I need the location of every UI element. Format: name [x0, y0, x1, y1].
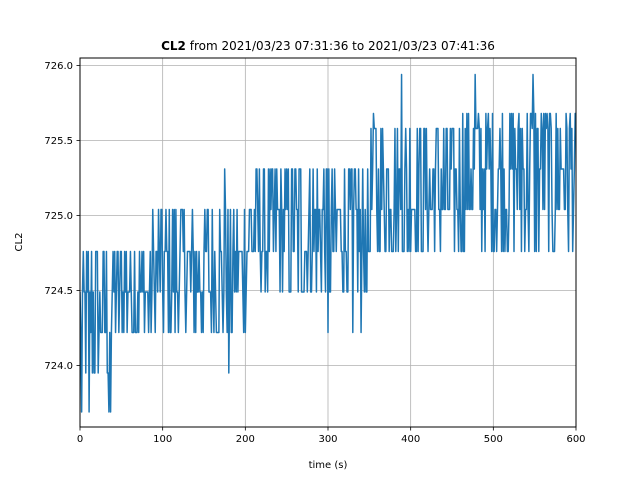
x-tick-label: 100 [153, 434, 172, 445]
y-axis-label: CL2 [14, 233, 25, 252]
x-tick-label: 400 [401, 434, 420, 445]
y-tick-label: 725.0 [44, 211, 73, 222]
x-tick-label: 200 [236, 434, 255, 445]
y-tick-label: 724.0 [44, 361, 73, 372]
x-axis-label: time (s) [309, 460, 348, 471]
series-line [80, 73, 576, 413]
y-tick-label: 725.5 [44, 136, 73, 147]
y-tick-label: 724.5 [44, 286, 73, 297]
x-axis-ticks: 0 100 200 300 400 500 600 [77, 427, 586, 445]
x-tick-label: 0 [77, 434, 83, 445]
y-tick-label: 726.0 [44, 61, 73, 72]
data-series [80, 73, 576, 413]
chart-title-bold: CL2 [161, 39, 186, 53]
x-tick-label: 500 [484, 434, 503, 445]
chart-title-rest: from 2021/03/23 07:31:36 to 2021/03/23 0… [186, 39, 495, 53]
x-tick-label: 300 [318, 434, 337, 445]
y-axis-ticks: 724.0 724.5 725.0 725.5 726.0 [44, 61, 80, 372]
chart-title: CL2 from 2021/03/23 07:31:36 to 2021/03/… [161, 39, 495, 53]
x-tick-label: 600 [566, 434, 585, 445]
